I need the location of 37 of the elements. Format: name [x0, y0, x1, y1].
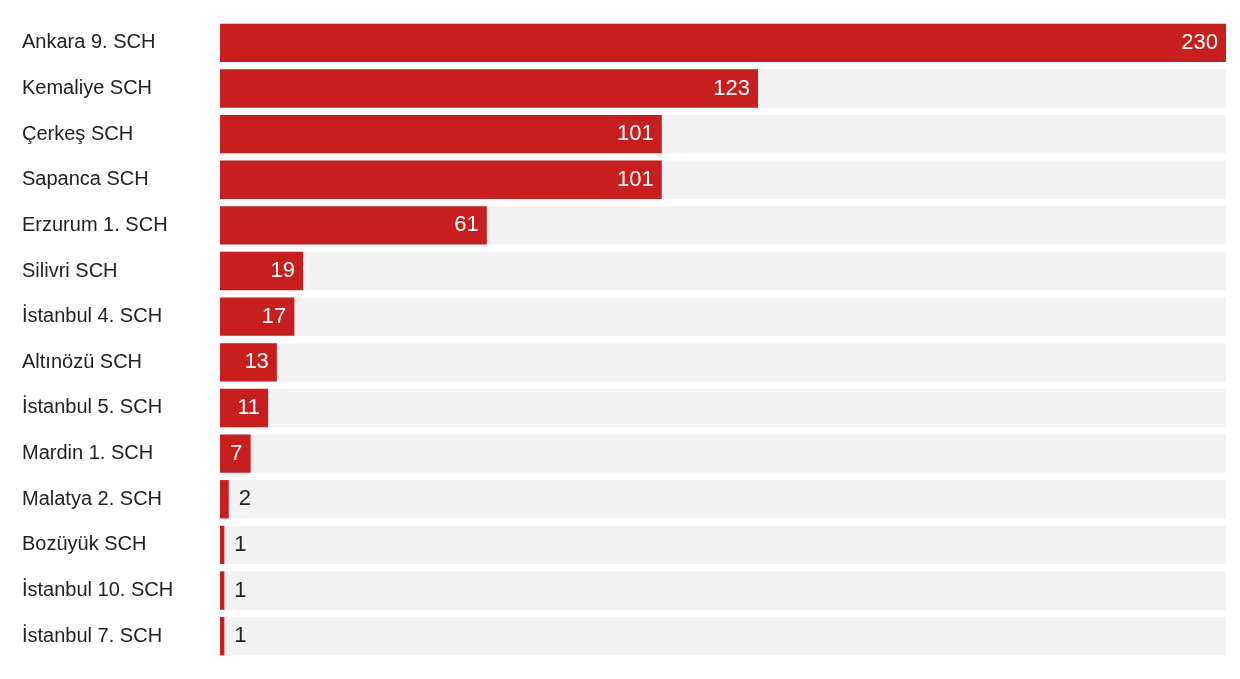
data-label: 19	[270, 257, 296, 283]
y-tick-label: Kemaliye SCH	[22, 75, 153, 98]
data-label: 101	[617, 165, 654, 191]
bar	[220, 297, 295, 336]
bar	[220, 571, 225, 610]
y-tick-label: Silivri SCH	[22, 258, 118, 281]
bar	[220, 617, 225, 656]
bar	[220, 480, 229, 519]
y-tick-label: İstanbul 7. SCH	[22, 623, 163, 646]
bar	[220, 388, 269, 428]
y-tick-label: Erzurum 1. SCH	[22, 212, 168, 235]
y-tick-label: İstanbul 10. SCH	[22, 578, 174, 601]
bar	[220, 525, 225, 565]
data-label: 1	[234, 530, 247, 556]
data-label: 1	[234, 622, 247, 648]
y-tick-label: Bozüyük SCH	[22, 532, 147, 555]
y-tick-label: Ankara 9. SCH	[22, 30, 156, 53]
y-tick-label: İstanbul 4. SCH	[22, 304, 163, 327]
data-label: 230	[1181, 28, 1218, 54]
data-label: 11	[237, 394, 261, 420]
data-label: 1	[234, 576, 247, 602]
data-label: 2	[238, 485, 251, 511]
y-tick-label: Altınözü SCH	[22, 349, 143, 372]
bar	[220, 434, 251, 473]
bar	[220, 343, 277, 382]
y-tick-label: Malatya 2. SCH	[22, 486, 163, 509]
data-label: 123	[713, 74, 750, 100]
y-tick-label: Çerkeş SCH	[22, 121, 134, 144]
data-label: 7	[230, 439, 243, 465]
data-label: 13	[244, 348, 269, 374]
y-tick-label: Mardin 1. SCH	[22, 441, 154, 464]
y-tick-label: İstanbul 5. SCH	[22, 395, 163, 418]
bar	[220, 251, 304, 291]
data-label: 17	[261, 302, 287, 328]
data-label: 61	[454, 211, 479, 237]
y-tick-label: Sapanca SCH	[22, 167, 149, 190]
data-label: 101	[617, 120, 654, 146]
